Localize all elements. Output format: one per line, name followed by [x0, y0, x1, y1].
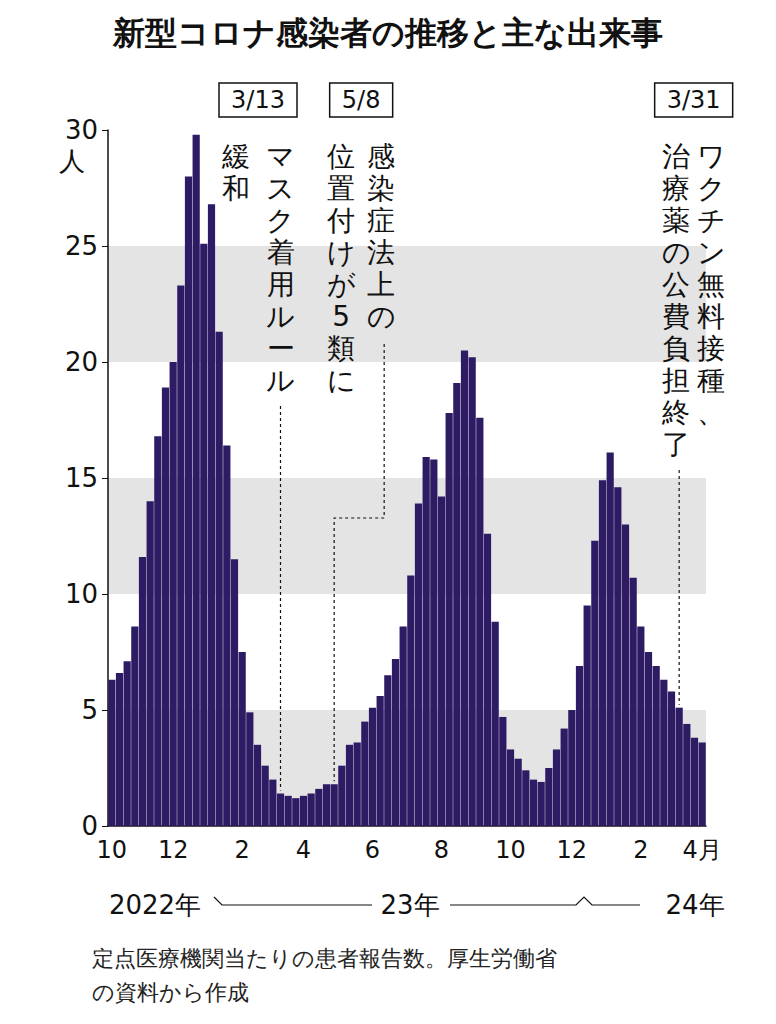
svg-text:が: が: [327, 268, 356, 301]
svg-text:け: け: [327, 236, 356, 269]
svg-text:23年: 23年: [380, 890, 439, 920]
svg-text:ル: ル: [266, 364, 295, 397]
svg-text:2: 2: [235, 836, 250, 864]
svg-text:0: 0: [81, 811, 98, 841]
svg-text:10: 10: [495, 836, 526, 864]
svg-text:24年: 24年: [665, 890, 724, 920]
svg-text:ー: ー: [267, 332, 295, 365]
svg-text:費: 費: [662, 300, 690, 333]
svg-text:感: 感: [367, 140, 395, 173]
svg-text:3/31: 3/31: [667, 86, 721, 114]
svg-text:チ: チ: [697, 204, 726, 237]
svg-text:染: 染: [367, 172, 395, 205]
svg-text:ク: ク: [697, 172, 726, 205]
svg-text:4: 4: [296, 836, 311, 864]
svg-text:上: 上: [367, 268, 395, 301]
svg-text:症: 症: [367, 204, 395, 237]
svg-text:法: 法: [367, 236, 395, 269]
svg-text:2: 2: [633, 836, 648, 864]
svg-text:20: 20: [65, 347, 98, 377]
svg-text:公: 公: [662, 268, 690, 301]
svg-text:種: 種: [697, 364, 725, 397]
svg-text:ク: ク: [266, 204, 295, 237]
svg-text:8: 8: [434, 836, 449, 864]
svg-text:付: 付: [326, 204, 355, 237]
svg-text:終: 終: [661, 396, 690, 429]
svg-text:療: 療: [662, 172, 690, 205]
svg-text:人: 人: [59, 146, 85, 176]
svg-text:ス: ス: [266, 172, 295, 205]
svg-text:の: の: [662, 236, 691, 269]
svg-text:緩: 緩: [221, 140, 250, 173]
svg-text:2022年: 2022年: [109, 890, 201, 920]
svg-text:10: 10: [65, 579, 98, 609]
svg-text:接: 接: [697, 332, 725, 365]
svg-text:4月: 4月: [683, 836, 722, 864]
svg-text:5/8: 5/8: [342, 86, 381, 114]
svg-text:置: 置: [327, 172, 355, 205]
svg-text:位: 位: [327, 140, 355, 173]
svg-text:マ: マ: [266, 140, 295, 173]
svg-text:の資料から作成: の資料から作成: [92, 980, 249, 1005]
svg-text:12: 12: [557, 836, 588, 864]
svg-text:ワ: ワ: [697, 140, 726, 173]
svg-text:料: 料: [697, 300, 725, 333]
svg-text:定点医療機関当たりの患者報告数。厚生労働省: 定点医療機関当たりの患者報告数。厚生労働省: [92, 946, 557, 971]
svg-text:負: 負: [662, 332, 690, 365]
svg-text:ン: ン: [697, 236, 726, 269]
svg-text:ル: ル: [266, 300, 295, 333]
svg-text:15: 15: [65, 463, 98, 493]
svg-text:に: に: [327, 364, 356, 397]
svg-text:5: 5: [81, 695, 98, 725]
svg-text:着: 着: [267, 236, 295, 269]
svg-text:類: 類: [327, 332, 355, 365]
svg-text:薬: 薬: [662, 204, 690, 237]
svg-text:用: 用: [267, 268, 295, 301]
svg-text:治: 治: [662, 140, 690, 173]
svg-text:10: 10: [97, 836, 128, 864]
svg-text:新型コロナ感染者の推移と主な出来事: 新型コロナ感染者の推移と主な出来事: [112, 14, 663, 52]
svg-text:の: の: [367, 300, 396, 333]
svg-text:3/13: 3/13: [231, 86, 285, 114]
svg-text:12: 12: [158, 836, 189, 864]
svg-text:無: 無: [697, 268, 725, 301]
svg-text:6: 6: [365, 836, 380, 864]
svg-text:担: 担: [662, 364, 690, 397]
svg-text:25: 25: [65, 231, 98, 261]
svg-text:和: 和: [222, 172, 250, 205]
svg-text:了: 了: [662, 428, 690, 461]
svg-text:30: 30: [65, 115, 98, 145]
svg-text:、: 、: [697, 396, 725, 429]
svg-text:5: 5: [332, 300, 350, 333]
